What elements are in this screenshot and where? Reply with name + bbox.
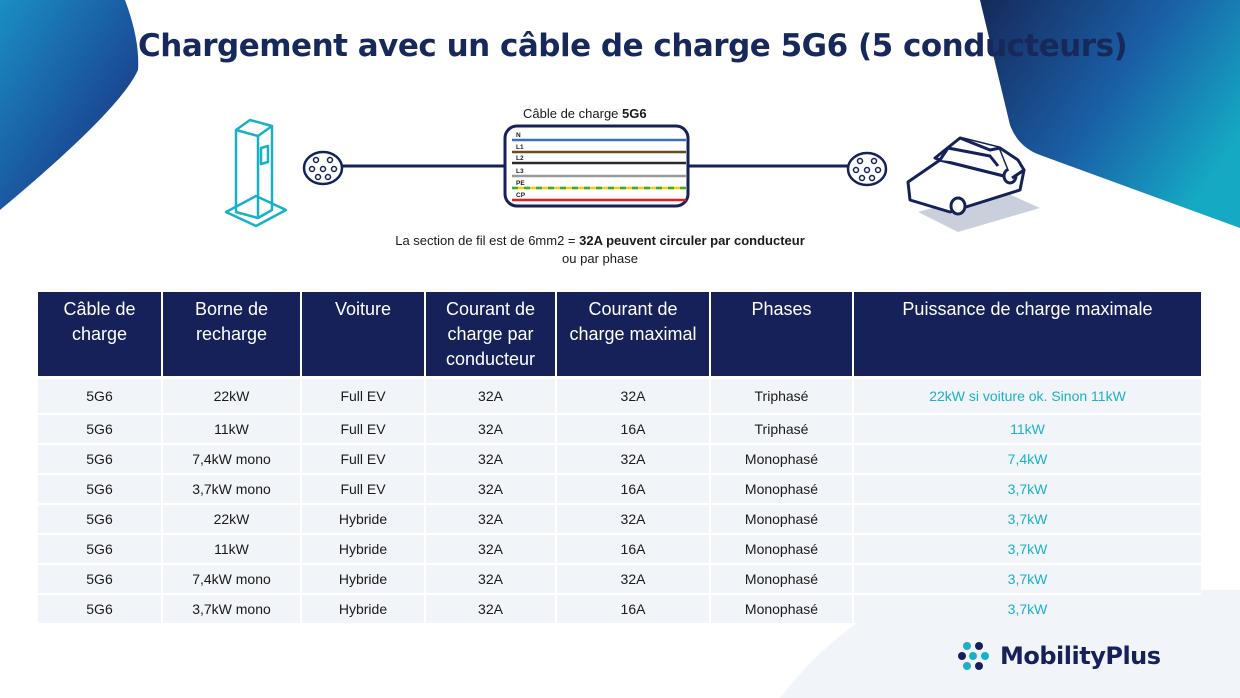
table-cell: 16A — [556, 413, 711, 444]
table-cell: 32A — [556, 563, 711, 594]
plug-connector-left-icon — [302, 150, 344, 186]
table-cell: Hybride — [301, 533, 426, 564]
wire-label-l1: L1 — [516, 144, 524, 151]
table-cell: 5G6 — [38, 473, 163, 504]
charging-table: Câble de charge Borne de recharge Voitur… — [38, 292, 1201, 623]
table-cell-power: 3,7kW — [853, 533, 1201, 564]
table-cell: 5G6 — [38, 593, 163, 623]
cable-label-type: 5G6 — [622, 106, 647, 121]
table-row: 5G6 22kW Full EV 32A 32A Triphasé 22kW s… — [38, 376, 1201, 414]
table-cell: 11kW — [162, 413, 302, 444]
corner-decoration-right — [980, 0, 1240, 228]
table-cell: 5G6 — [38, 563, 163, 594]
section-note-prefix: La section de fil est de 6mm2 = — [395, 233, 580, 248]
table-cell: Triphasé — [710, 376, 854, 414]
table-cell: 5G6 — [38, 443, 163, 474]
table-row: 5G6 3,7kW mono Hybride 32A 16A Monophasé… — [38, 593, 1201, 623]
wire-section-note: La section de fil est de 6mm2 = 32A peuv… — [340, 232, 860, 268]
table-cell: 32A — [425, 413, 557, 444]
section-note-line2: ou par phase — [562, 251, 638, 266]
table-cell: Monophasé — [710, 563, 854, 594]
page-title: Chargement avec un câble de charge 5G6 (… — [138, 28, 1128, 64]
header-cable: Câble de charge — [38, 292, 163, 378]
plug-connector-right-icon — [846, 151, 888, 187]
charging-station-icon — [224, 118, 288, 228]
section-note-bold: 32A peuvent circuler par conducteur — [579, 233, 805, 248]
header-courant-conducteur: Courant de charge par conducteur — [425, 292, 557, 378]
wire-label-cp: CP — [516, 192, 526, 199]
table-cell: 32A — [556, 503, 711, 534]
logo-text: MobilityPlus — [1000, 642, 1161, 670]
table-cell: Hybride — [301, 503, 426, 534]
cable-label-prefix: Câble de charge — [523, 106, 623, 121]
header-puissance: Puissance de charge maximale — [853, 292, 1201, 378]
table-cell: 22kW — [162, 503, 302, 534]
table-cell: Full EV — [301, 376, 426, 414]
table-cell: Full EV — [301, 413, 426, 444]
table-cell: 7,4kW mono — [162, 563, 302, 594]
cable-cross-section — [503, 124, 690, 208]
table-cell-power: 3,7kW — [853, 563, 1201, 594]
table-cell: 32A — [425, 563, 557, 594]
table-cell: 16A — [556, 533, 711, 564]
table-cell: Monophasé — [710, 533, 854, 564]
table-cell: 11kW — [162, 533, 302, 564]
table-cell: 5G6 — [38, 413, 163, 444]
header-voiture: Voiture — [301, 292, 426, 378]
header-courant-maximal: Courant de charge maximal — [556, 292, 711, 378]
wire-label-n: N — [516, 132, 521, 139]
table-cell: 16A — [556, 593, 711, 623]
table-cell-power: 3,7kW — [853, 593, 1201, 623]
mobilityplus-logo: MobilityPlus — [958, 640, 1161, 672]
table-cell: 5G6 — [38, 376, 163, 414]
table-cell: 32A — [425, 443, 557, 474]
table-cell: Monophasé — [710, 593, 854, 623]
table-cell: 32A — [425, 533, 557, 564]
table-cell-power: 3,7kW — [853, 503, 1201, 534]
table-row: 5G6 11kW Hybride 32A 16A Monophasé 3,7kW — [38, 533, 1201, 564]
table-row: 5G6 3,7kW mono Full EV 32A 16A Monophasé… — [38, 473, 1201, 504]
table-cell: 7,4kW mono — [162, 443, 302, 474]
table-cell: Monophasé — [710, 443, 854, 474]
table-cell-power: 3,7kW — [853, 473, 1201, 504]
wire-label-l3: L3 — [516, 168, 524, 175]
table-cell: 3,7kW mono — [162, 593, 302, 623]
table-cell: 32A — [556, 443, 711, 474]
wire-label-pe: PE — [516, 180, 525, 187]
table-cell: 32A — [425, 503, 557, 534]
table-cell: 32A — [425, 376, 557, 414]
wire-label-l2: L2 — [516, 155, 524, 162]
car-icon — [906, 136, 1040, 232]
table-row: 5G6 11kW Full EV 32A 16A Triphasé 11kW — [38, 413, 1201, 444]
cable-label: Câble de charge 5G6 — [523, 106, 647, 121]
table-row: 5G6 7,4kW mono Full EV 32A 32A Monophasé… — [38, 443, 1201, 474]
table-cell: 32A — [425, 473, 557, 504]
table-cell: 16A — [556, 473, 711, 504]
header-borne: Borne de recharge — [162, 292, 302, 378]
table-row: 5G6 7,4kW mono Hybride 32A 32A Monophasé… — [38, 563, 1201, 594]
table-cell-power: 22kW si voiture ok. Sinon 11kW — [853, 376, 1201, 414]
table-cell: Monophasé — [710, 473, 854, 504]
header-phases: Phases — [710, 292, 854, 378]
table-cell: 22kW — [162, 376, 302, 414]
charging-diagram: N L1 L2 L3 PE CP — [224, 118, 1040, 232]
cable-wires — [512, 138, 686, 202]
table-cell: 5G6 — [38, 533, 163, 564]
table-cell-power: 11kW — [853, 413, 1201, 444]
logo-dots-icon — [958, 642, 989, 670]
table-cell: Hybride — [301, 563, 426, 594]
table-cell-power: 7,4kW — [853, 443, 1201, 474]
table-row: 5G6 22kW Hybride 32A 32A Monophasé 3,7kW — [38, 503, 1201, 534]
corner-decoration-left — [0, 0, 139, 210]
table-cell: Triphasé — [710, 413, 854, 444]
table-cell: Full EV — [301, 473, 426, 504]
table-cell: 3,7kW mono — [162, 473, 302, 504]
table-cell: Monophasé — [710, 503, 854, 534]
table-header-row: Câble de charge Borne de recharge Voitur… — [38, 292, 1201, 378]
table-cell: Full EV — [301, 443, 426, 474]
table-cell: 5G6 — [38, 503, 163, 534]
table-cell: 32A — [556, 376, 711, 414]
table-cell: Hybride — [301, 593, 426, 623]
table-cell: 32A — [425, 593, 557, 623]
